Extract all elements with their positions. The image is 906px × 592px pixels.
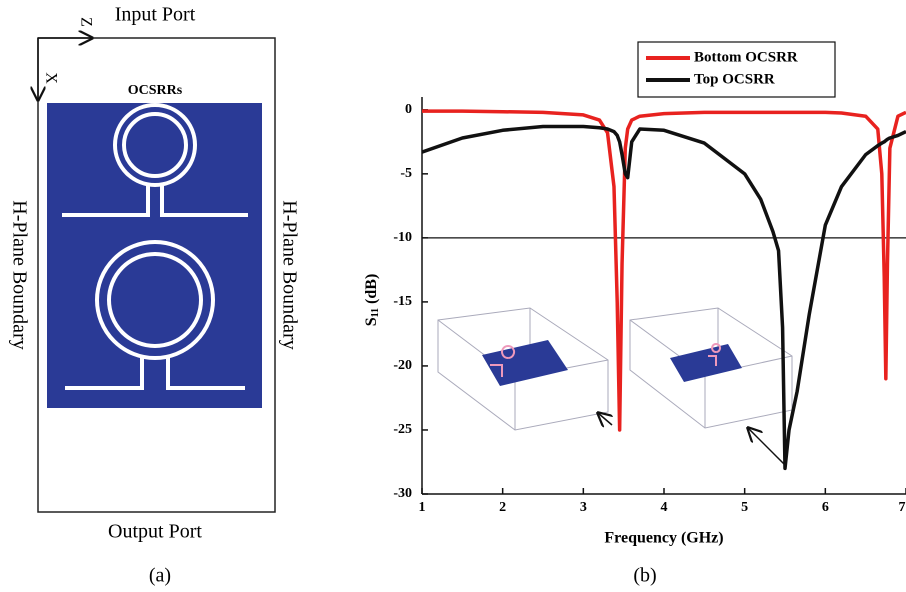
page: Input Port Z X OCSRRs H-Plane Boundary H… [0, 0, 906, 592]
y-tick-label: -5 [400, 166, 412, 181]
y-tick-label: 0 [405, 102, 412, 117]
caption-a: (a) [149, 565, 171, 587]
y-tick-label: -10 [393, 230, 412, 245]
y-tick-label: -15 [393, 294, 412, 309]
y-axis-label: S11 (dB) [363, 274, 382, 327]
x-tick-label: 1 [419, 500, 426, 515]
x-axis-label: Frequency (GHz) [604, 530, 723, 547]
y-axis-label-unit: (dB) [363, 274, 380, 304]
y-tick-label: -30 [393, 486, 412, 501]
y-axis-label-main: S [363, 317, 380, 326]
x-tick-label: 7 [899, 500, 906, 515]
input-port: Input Port [115, 4, 196, 26]
x-tick-label: 6 [822, 500, 829, 515]
output-port: Output Port [108, 521, 202, 543]
right-boundary: H-Plane Boundary [278, 200, 300, 349]
diagram-title: OCSRRs [128, 83, 183, 98]
y-tick-label: -20 [393, 358, 412, 373]
z-label: Z [77, 17, 94, 27]
inset-arrow [748, 428, 785, 465]
series-line [422, 111, 906, 430]
y-tick-label: -25 [393, 422, 412, 437]
y-axis-label-sub: 11 [370, 308, 381, 317]
x-label: X [42, 72, 59, 84]
figure: Input Port Z X OCSRRs H-Plane Boundary H… [0, 0, 906, 592]
inset-arrow [598, 413, 612, 425]
caption-b: (b) [633, 565, 656, 587]
insets [438, 308, 792, 430]
left-boundary: H-Plane Boundary [8, 200, 30, 349]
panel-a: Input Port Z X OCSRRs H-Plane Boundary H… [8, 4, 300, 587]
series-line [422, 126, 906, 468]
legend-label: Bottom OCSRR [694, 49, 798, 65]
chart: -30 -25 -20 -15 -10 -5 0 1 2 3 4 5 6 7 Bottom OCSRR Top… [363, 42, 906, 587]
x-tick-label: 4 [661, 500, 668, 515]
x-tick-label: 2 [499, 500, 506, 515]
legend-label: Top OCSRR [694, 71, 775, 87]
x-tick-label: 5 [741, 500, 748, 515]
x-tick-label: 3 [580, 500, 587, 515]
